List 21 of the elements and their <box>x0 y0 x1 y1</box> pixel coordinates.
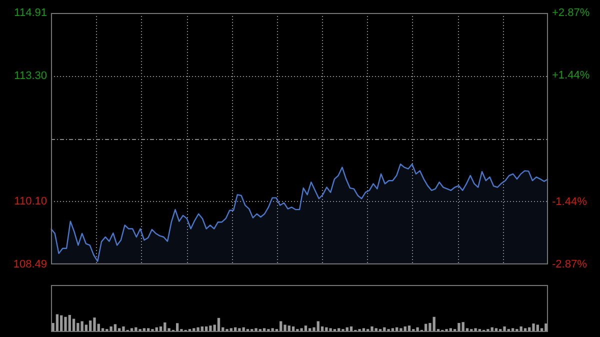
bar <box>370 326 374 332</box>
bar <box>520 326 522 332</box>
y2-tick-label: -1.44% <box>552 196 588 208</box>
bar <box>503 326 506 332</box>
y-tick-label: 113.30 <box>14 70 47 82</box>
bar <box>80 321 84 332</box>
bar <box>93 318 96 332</box>
y2-tick-label: +2.87% <box>552 7 590 20</box>
y-tick-label: 110.10 <box>14 195 47 208</box>
bar <box>64 316 67 332</box>
bar <box>532 323 535 332</box>
bar <box>458 322 460 332</box>
bar <box>110 326 112 332</box>
bar <box>209 326 212 332</box>
y-tick-label: 114.91 <box>14 7 47 20</box>
bar <box>122 326 125 332</box>
bar <box>76 322 80 332</box>
y2-tick-label: +1.44% <box>552 70 590 82</box>
y-tick-label: 108.49 <box>13 258 47 270</box>
bar <box>284 324 286 332</box>
y2-tick-label: -2.87% <box>552 258 588 270</box>
